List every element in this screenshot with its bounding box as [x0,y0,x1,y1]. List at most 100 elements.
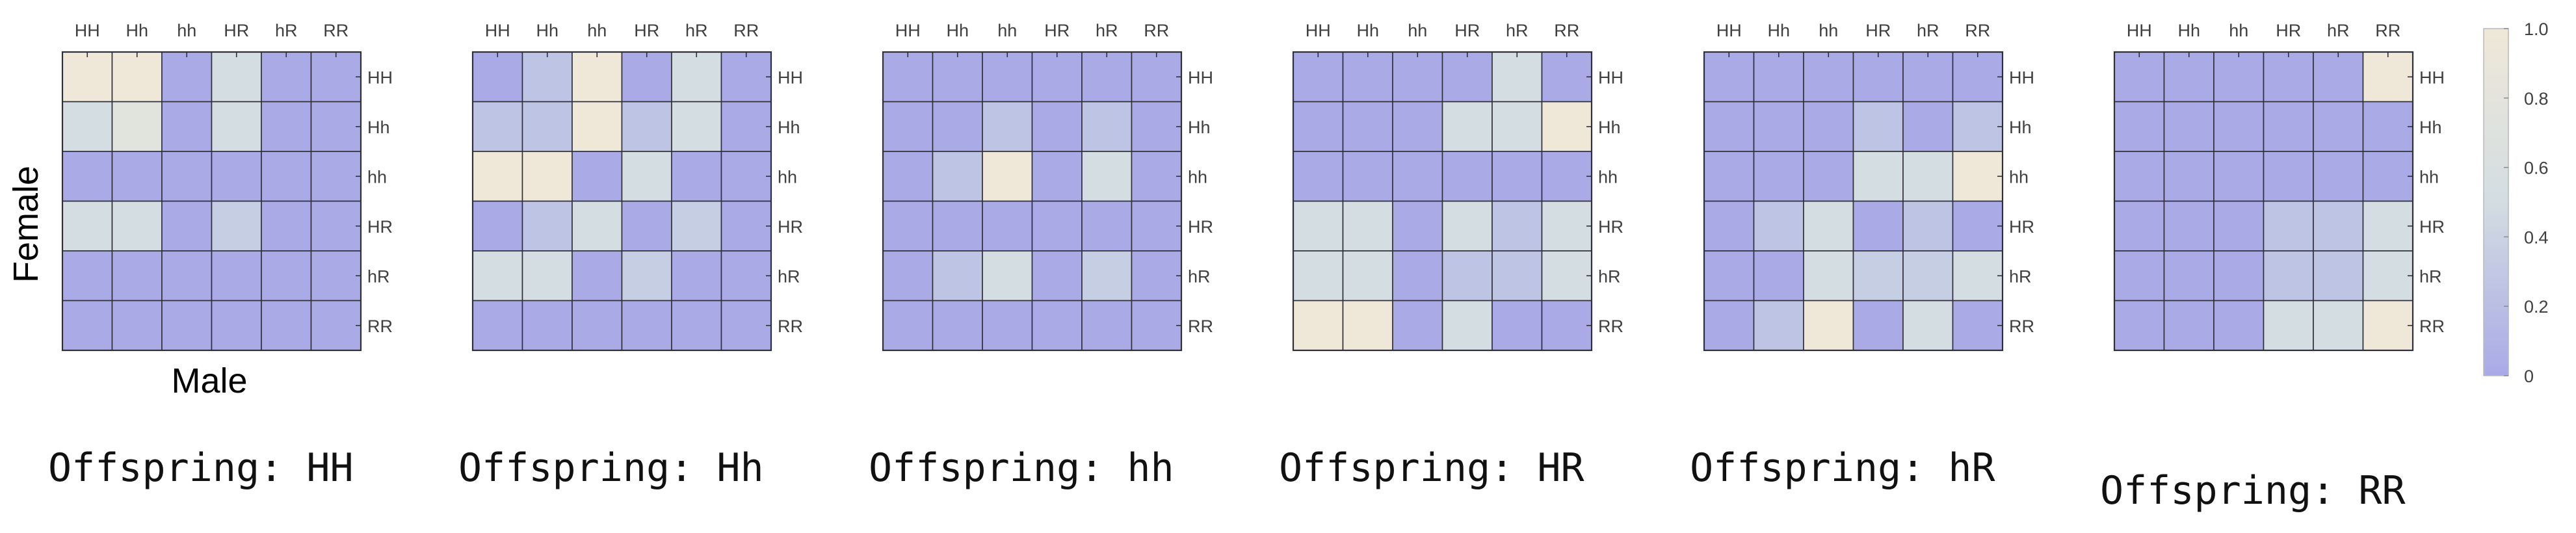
heatmap-frame [1292,51,1593,352]
y-tick-label: HH [1188,68,1213,87]
heatmap-cell [111,151,163,202]
heatmap-cell [2213,151,2265,202]
y-tick-label: HR [1598,217,1623,237]
heatmap-cell [932,151,983,202]
heatmap-cell [2263,250,2314,302]
heatmap-cell [1081,151,1133,202]
y-tick-label: hh [1598,167,1618,187]
heatmap-cell [1902,101,1954,152]
heatmap-cell [1392,101,1443,152]
heatmap-cell [472,51,523,103]
heatmap-cell [572,151,623,202]
y-tick-label: RR [778,317,803,336]
heatmap-cell [572,250,623,302]
heatmap-cell [2114,151,2165,202]
heatmap-cell [1492,200,1543,252]
heatmap-cell [882,300,934,351]
heatmap-cell [2313,51,2364,103]
x-tick-label: RR [323,21,348,40]
x-tick-label: Hh [536,21,559,40]
heatmap-cell [2263,151,2314,202]
heatmap-cell [1803,101,1854,152]
x-tick-label: HR [1454,21,1480,40]
heatmap-cell [261,250,312,302]
x-tick-label: hh [177,21,196,40]
heatmap-cell [62,51,113,103]
heatmap-cell [2114,51,2165,103]
heatmap-cell [1293,200,1344,252]
panel-title: Offspring: HH [48,445,354,491]
heatmap-cell [1131,51,1182,103]
heatmap-cell [720,101,772,152]
heatmap-cell [62,200,113,252]
x-tick-label: HR [1044,21,1070,40]
y-tick-label: hR [1188,266,1211,286]
heatmap-cell [2263,300,2314,351]
x-tick-label: Hh [946,21,969,40]
heatmap-cell [1342,101,1393,152]
heatmap-cell [1392,151,1443,202]
heatmap-cell [1441,250,1493,302]
heatmap-cell [1852,250,1904,302]
heatmap-cell [1441,300,1493,351]
heatmap-cell [2263,51,2314,103]
heatmap-cell [982,250,1033,302]
x-tick-label: HR [634,21,659,40]
heatmap-cell [261,200,312,252]
x-tick-label: RR [2375,21,2400,40]
colorbar: 0 0.2 0.4 0.6 0.8 1.0 [2483,20,2549,386]
heatmap-cell [521,300,573,351]
heatmap-cell [1081,300,1133,351]
heatmap-cell [1803,250,1854,302]
heatmap-cell [1031,300,1083,351]
heatmap-cell [671,151,722,202]
heatmap-cell [62,300,113,351]
heatmap-cell [161,51,213,103]
heatmap-cell [261,300,312,351]
heatmap-cell [1441,101,1493,152]
heatmap-cell [1492,151,1543,202]
heatmap-cell [2313,300,2364,351]
heatmap-cell [1541,51,1592,103]
heatmap-cell [161,250,213,302]
x-tick-label: HH [1716,21,1742,40]
heatmap-cell [111,200,163,252]
heatmap-cell [1131,200,1182,252]
heatmap-cell [621,101,672,152]
heatmap-cell [1293,250,1344,302]
heatmap-cell [671,250,722,302]
y-tick-label: hR [1598,266,1621,286]
x-tick-label: Hh [125,21,148,40]
heatmap-cell [1081,200,1133,252]
heatmap-cell [671,300,722,351]
heatmap-cell [521,51,573,103]
x-tick-label: HR [2276,21,2301,40]
heatmap-frame [61,51,362,352]
heatmap-cell [1703,101,1755,152]
y-tick-label: RR [2009,317,2034,336]
y-tick-label: hh [1188,167,1207,187]
heatmap-cell [1703,200,1755,252]
heatmap-cell [2213,200,2265,252]
x-tick-label: hh [587,21,607,40]
heatmap-cell [1131,300,1182,351]
heatmap-cell [1342,151,1393,202]
heatmap-cell [1131,101,1182,152]
heatmap-cell [2362,300,2413,351]
x-tick-label: Hh [1767,21,1790,40]
heatmap-cell [1392,300,1443,351]
heatmap-cell [1852,300,1904,351]
heatmap-cell [720,250,772,302]
panels-group: HH Hh hh HR hR RR HH Hh hh HR hR RR Offspring: HH HH H… [48,21,2445,514]
heatmap-cell [472,101,523,152]
heatmap-cell [982,101,1033,152]
x-tick-label: hR [1506,21,1529,40]
heatmap-cell [2263,200,2314,252]
heatmap-cell [932,200,983,252]
x-tick-label: hR [2327,21,2350,40]
heatmap-cell [2313,151,2364,202]
y-tick-label: HH [1598,68,1623,87]
heatmap-cell [1541,101,1592,152]
heatmap-cell [111,250,163,302]
